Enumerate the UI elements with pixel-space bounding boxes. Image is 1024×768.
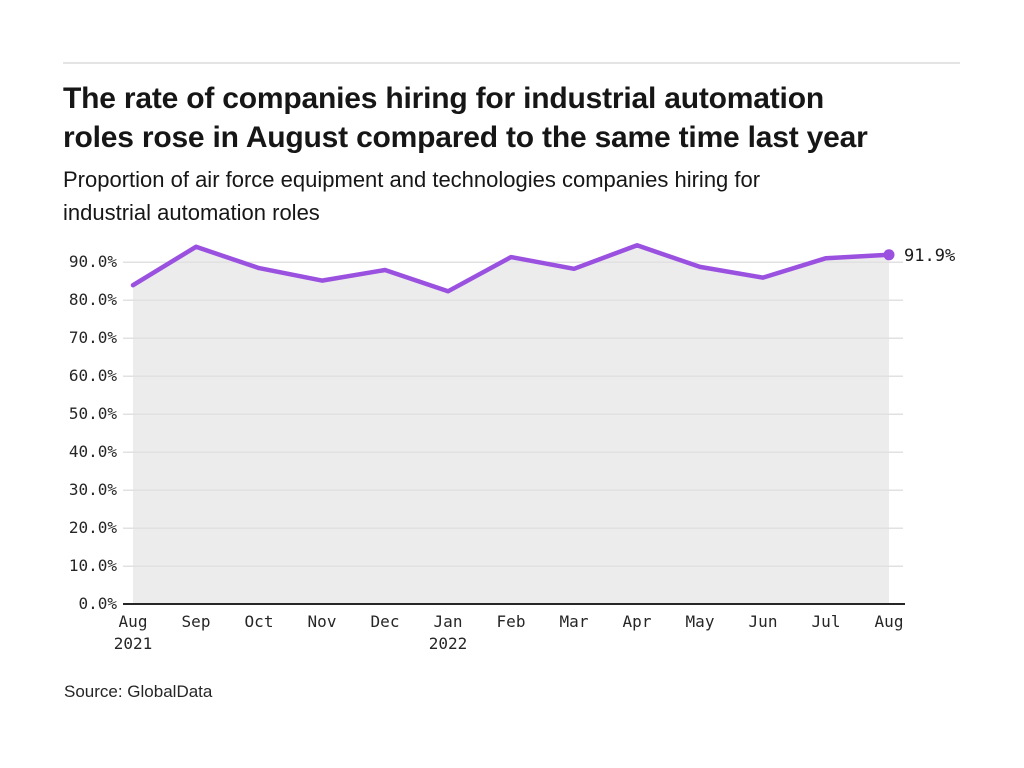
area-fill	[133, 245, 889, 605]
y-tick-label: 0.0%	[78, 594, 117, 613]
x-tick-label: May	[685, 612, 715, 631]
y-tick-label: 90.0%	[68, 252, 117, 271]
x-tick-label: Jul	[811, 612, 841, 631]
chart-title-line-2: roles rose in August compared to the sam…	[63, 121, 868, 154]
source-caption: Source: GlobalData	[64, 682, 213, 701]
chart-title-line-1: The rate of companies hiring for industr…	[63, 82, 824, 115]
x-tick-label: Apr	[622, 612, 652, 631]
x-tick-label: Aug 2021	[113, 612, 153, 653]
x-tick-label: Aug	[874, 612, 904, 631]
x-tick-label: Nov	[307, 612, 337, 631]
chart-title: The rate of companies hiring for industr…	[63, 79, 973, 157]
y-tick-label: 80.0%	[68, 290, 117, 309]
last-value-label: 91.9%	[904, 245, 956, 266]
trend-line	[130, 243, 892, 294]
x-tick-label: Jun	[748, 612, 778, 631]
y-tick-label: 10.0%	[68, 556, 117, 575]
y-tick-label: 40.0%	[68, 442, 117, 461]
y-tick-label: 20.0%	[68, 518, 117, 537]
x-tick-label: Dec	[370, 612, 400, 631]
y-tick-label: 50.0%	[68, 404, 117, 423]
x-tick-label: Oct	[244, 612, 274, 631]
chart-subtitle-line-1: Proportion of air force equipment and te…	[63, 167, 761, 192]
chart-subtitle-line-2: industrial automation roles	[63, 200, 320, 225]
x-tick-label: Sep	[181, 612, 211, 631]
y-tick-label: 60.0%	[68, 366, 117, 385]
y-tick-label: 70.0%	[68, 328, 117, 347]
top-divider	[63, 62, 960, 64]
end-point-dot	[883, 249, 895, 261]
x-tick-label: Mar	[559, 612, 589, 631]
x-tick-label: Feb	[496, 612, 526, 631]
y-tick-label: 30.0%	[68, 480, 117, 499]
x-tick-label: Jan 2022	[428, 612, 468, 653]
chart-subtitle: Proportion of air force equipment and te…	[63, 163, 973, 229]
